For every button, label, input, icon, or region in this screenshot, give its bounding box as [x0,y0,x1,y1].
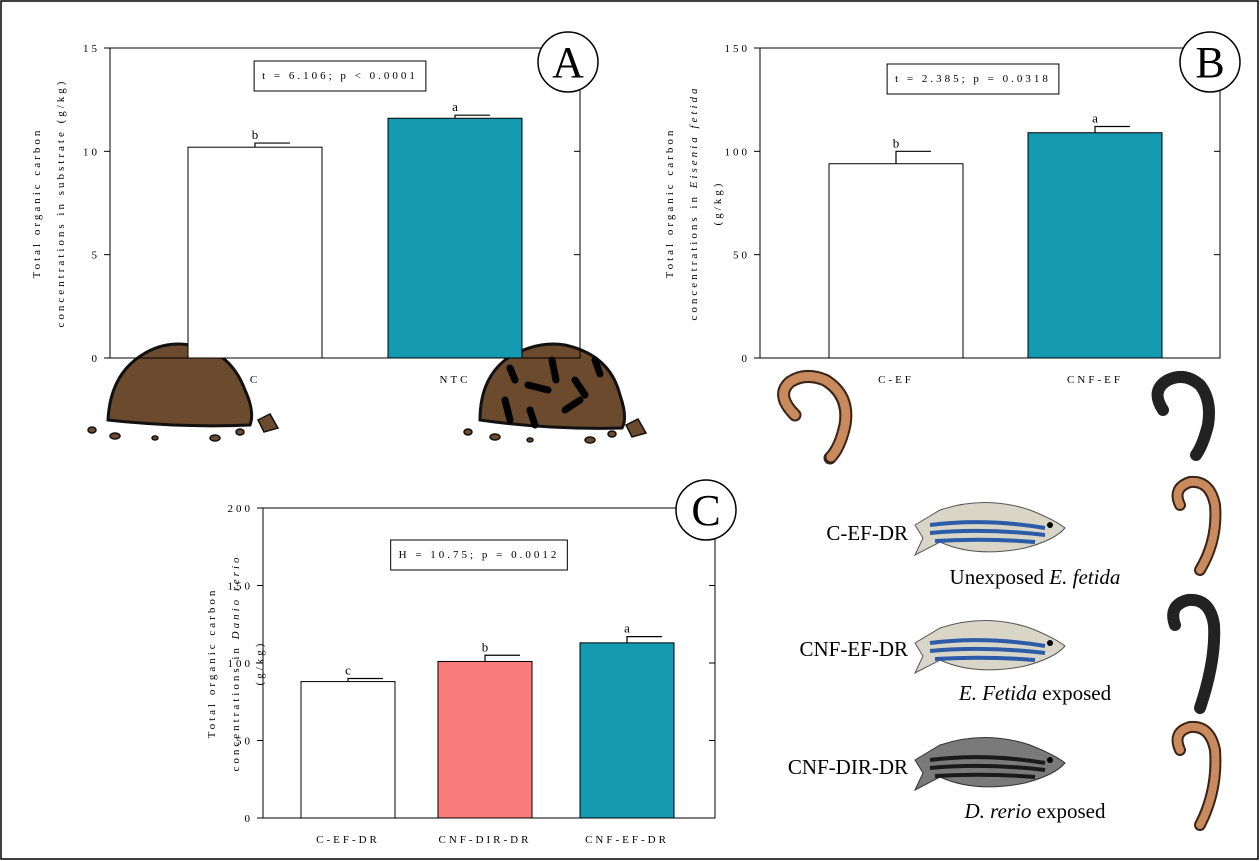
bar [388,118,522,358]
fish-illustration [915,503,1065,791]
key-caption: E. Fetida exposed [958,681,1112,705]
x-tick-label: C [250,374,260,386]
x-tick-label: CNF-DIR-DR [439,834,532,846]
significance-letter: a [1092,111,1098,126]
stat-annotation: t = 2.385; p = 0.0318 [895,73,1051,85]
panel-label: C [691,486,720,535]
y-axis-label: concentrations in Danio rerio [230,554,242,771]
y-axis-label: Total organic carbon [664,128,676,279]
y-tick-label: 100 [725,146,751,158]
text-part: concentrations in substrate (g/kg) [55,79,67,328]
text-part: (g/kg) [254,641,266,686]
error-bar [896,151,931,163]
stat-annotation: t = 6.106; p < 0.0001 [262,70,418,82]
significance-letter: b [893,135,900,150]
worm-illustration [784,376,1209,458]
key-caption: D. rerio exposed [964,799,1106,823]
text-part: Total organic carbon [664,128,676,279]
panel-label: B [1195,38,1224,87]
y-tick-label: 0 [742,353,751,365]
y-tick-label: 150 [725,43,751,55]
text-part: Eisenia fetida [688,86,700,190]
text-part: Unexposed [950,565,1050,589]
y-tick-label: 50 [733,250,750,262]
error-bar [627,637,662,643]
panel-label: A [552,38,584,87]
significance-letter: b [482,639,489,654]
y-axis-label: concentrations in Eisenia fetida [688,86,700,321]
bar [580,643,674,818]
significance-letter: c [345,663,351,678]
key-code: C-EF-DR [826,521,908,545]
significance-letter: a [624,621,630,636]
text-part: Danio rerio [230,554,242,640]
y-tick-label: 5 [92,250,101,262]
x-tick-label: C-EF [878,374,914,386]
error-bar [485,655,520,661]
y-tick-label: 0 [92,353,101,365]
text-part: exposed [1031,799,1106,823]
text-part: concentrations in [688,188,700,320]
text-part: exposed [1037,681,1112,705]
x-tick-label: NTC [440,374,471,386]
significance-letter: b [252,127,259,142]
bar [829,164,963,358]
text-part: E. Fetida [958,681,1037,705]
y-axis-label: concentrations in substrate (g/kg) [55,79,67,328]
text-part: (g/kg) [712,181,724,226]
text-part: E. fetida [1048,565,1120,589]
text-part: concentrations in [230,639,242,771]
y-tick-label: 0 [245,813,254,825]
stat-annotation: H = 10.75; p = 0.0012 [399,549,560,561]
y-tick-label: 15 [83,43,100,55]
key-code: CNF-DIR-DR [788,755,908,779]
x-tick-label: CNF-EF [1067,374,1123,386]
key-code: CNF-EF-DR [799,637,908,661]
worm-illustration [1173,482,1215,825]
bar [1028,133,1162,358]
soil-illustration [88,344,646,443]
x-tick-label: C-EF-DR [316,834,380,846]
bar [188,147,322,358]
significance-letter: a [452,99,458,114]
y-axis-label: (g/kg) [712,181,724,226]
key-caption: Unexposed E. fetida [950,565,1121,589]
y-tick-label: 200 [228,503,254,515]
text-part: Total organic carbon [31,128,43,279]
error-bar [1095,127,1130,133]
bar [438,661,532,818]
error-bar [255,143,290,147]
bar [301,682,395,818]
text-part: Total organic carbon [206,588,218,739]
x-tick-label: CNF-EF-DR [585,834,669,846]
y-axis-label: (g/kg) [254,641,266,686]
text-part: D. rerio [964,799,1032,823]
y-axis-label: Total organic carbon [206,588,218,739]
figure: 0 5 10 15 Total organic carbon concentrations… [0,0,1260,861]
y-axis-label: Total organic carbon [31,128,43,279]
y-tick-label: 10 [83,146,100,158]
